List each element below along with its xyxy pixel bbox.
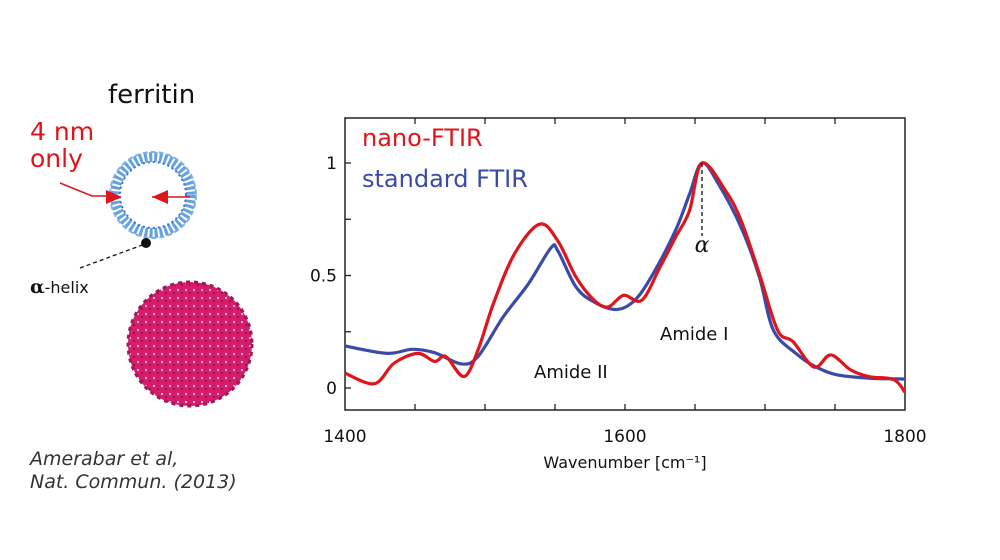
arrow-left-icon bbox=[59, 182, 122, 204]
citation: Amerabar et al, Nat. Commun. (2013) bbox=[30, 448, 237, 494]
annotation-amide-ii: Amide II bbox=[534, 362, 608, 383]
arrow-right-icon bbox=[152, 190, 190, 204]
ferritin-sphere-structure bbox=[126, 280, 254, 408]
ferritin-ring-structure bbox=[109, 151, 197, 239]
y-tick-label: 1 bbox=[326, 154, 337, 174]
legend-nano-ftir: nano-FTIR bbox=[362, 124, 483, 152]
helix-label: α-helix bbox=[30, 276, 89, 298]
plot-frame bbox=[344, 117, 906, 411]
series-standard-ftir-line bbox=[344, 161, 906, 381]
helix-pointer bbox=[79, 238, 151, 269]
x-tick-label: 1400 bbox=[323, 427, 366, 447]
series-nano-ftir-line bbox=[344, 161, 907, 394]
x-tick-label: 1600 bbox=[603, 427, 646, 447]
x-axis-label: Wavenumber [cm⁻¹] bbox=[543, 453, 706, 472]
size-annotation-line1: 4 nm bbox=[30, 117, 95, 146]
citation-line1: Amerabar et al, bbox=[30, 448, 179, 470]
alpha-symbol: α bbox=[30, 276, 45, 298]
legend-standard-ftir: standard FTIR bbox=[362, 165, 528, 193]
citation-line2: Nat. Commun. (2013) bbox=[30, 471, 237, 493]
y-tick-label: 0 bbox=[326, 379, 337, 399]
size-annotation-line2: only bbox=[30, 144, 83, 173]
x-tick-label: 1800 bbox=[883, 427, 926, 447]
annotation-amide-i: Amide I bbox=[660, 324, 728, 345]
molecule-title: ferritin bbox=[108, 80, 196, 110]
size-annotation: 4 nm only bbox=[30, 118, 94, 172]
helix-label-text: -helix bbox=[44, 278, 89, 297]
y-tick-label: 0.5 bbox=[310, 267, 337, 287]
annotation-alpha: α bbox=[695, 233, 710, 258]
